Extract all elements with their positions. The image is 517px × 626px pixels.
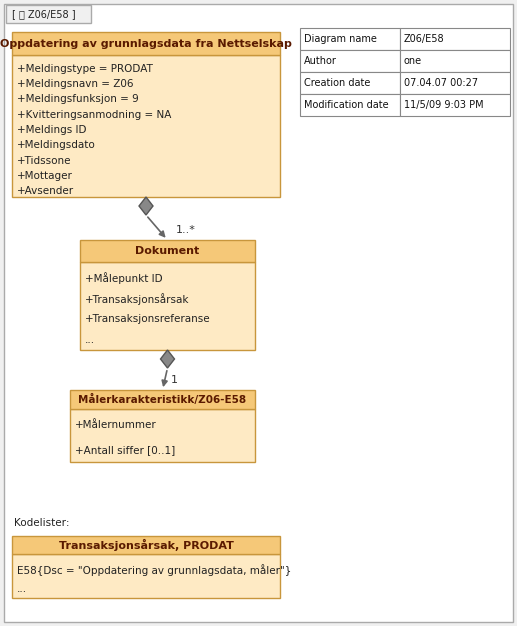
Text: +Meldings ID: +Meldings ID (17, 125, 86, 135)
Text: one: one (404, 56, 422, 66)
Text: 07.04.07 00:27: 07.04.07 00:27 (404, 78, 478, 88)
Text: Kodelister:: Kodelister: (14, 518, 69, 528)
Bar (80, 262, 255, 350)
Text: +Transaksjonsreferanse: +Transaksjonsreferanse (85, 314, 210, 324)
Bar (12, 536, 280, 554)
Bar (12, 32, 280, 55)
Bar (12, 55, 280, 197)
Text: +Målepunkt ID: +Målepunkt ID (85, 272, 163, 284)
Polygon shape (139, 197, 153, 215)
Polygon shape (160, 350, 175, 368)
Bar (300, 94, 400, 116)
FancyBboxPatch shape (6, 5, 91, 23)
Text: Dokument: Dokument (135, 246, 200, 256)
Text: Diagram name: Diagram name (304, 34, 377, 44)
Text: +Avsender: +Avsender (17, 187, 74, 197)
Text: 1..*: 1..* (175, 225, 195, 235)
Text: +Meldingsfunksjon = 9: +Meldingsfunksjon = 9 (17, 95, 139, 105)
Bar (70, 390, 255, 409)
Text: +Målernummer: +Målernummer (75, 420, 157, 430)
Bar (400, 94, 510, 116)
Text: Author: Author (304, 56, 337, 66)
Text: +Meldingsnavn = Z06: +Meldingsnavn = Z06 (17, 79, 133, 89)
Text: 1: 1 (171, 375, 177, 385)
Bar (400, 72, 510, 94)
Bar (300, 28, 400, 50)
Text: +Tidssone: +Tidssone (17, 156, 71, 166)
Text: +Meldingsdato: +Meldingsdato (17, 140, 96, 150)
Text: +Transaksjonsårsak: +Transaksjonsårsak (85, 294, 190, 305)
Text: [ 图 Z06/E58 ]: [ 图 Z06/E58 ] (12, 9, 75, 19)
Text: +Meldingstype = PRODAT: +Meldingstype = PRODAT (17, 64, 153, 74)
Text: Z06/E58: Z06/E58 (404, 34, 445, 44)
Bar (300, 72, 400, 94)
Text: Oppdatering av grunnlagsdata fra Nettselskap: Oppdatering av grunnlagsdata fra Nettsel… (0, 39, 292, 49)
Text: Transaksjonsårsak, PRODAT: Transaksjonsårsak, PRODAT (58, 539, 234, 551)
Text: ...: ... (85, 336, 95, 346)
Text: Creation date: Creation date (304, 78, 370, 88)
Bar (400, 50, 510, 72)
Bar (12, 554, 280, 598)
Bar (300, 50, 400, 72)
Text: +Antall siffer [0..1]: +Antall siffer [0..1] (75, 444, 175, 454)
Bar (80, 240, 255, 262)
Bar (400, 28, 510, 50)
Text: 11/5/09 9:03 PM: 11/5/09 9:03 PM (404, 100, 483, 110)
Text: +Kvitteringsanmodning = NA: +Kvitteringsanmodning = NA (17, 110, 171, 120)
Text: E58{Dsc = "Oppdatering av grunnlagsdata, måler"}: E58{Dsc = "Oppdatering av grunnlagsdata,… (17, 564, 292, 576)
Text: Modification date: Modification date (304, 100, 389, 110)
Text: Målerkarakteristikk/Z06-E58: Målerkarakteristikk/Z06-E58 (79, 394, 247, 405)
Text: ...: ... (17, 584, 27, 594)
Text: +Mottager: +Mottager (17, 171, 73, 181)
Bar (70, 409, 255, 462)
